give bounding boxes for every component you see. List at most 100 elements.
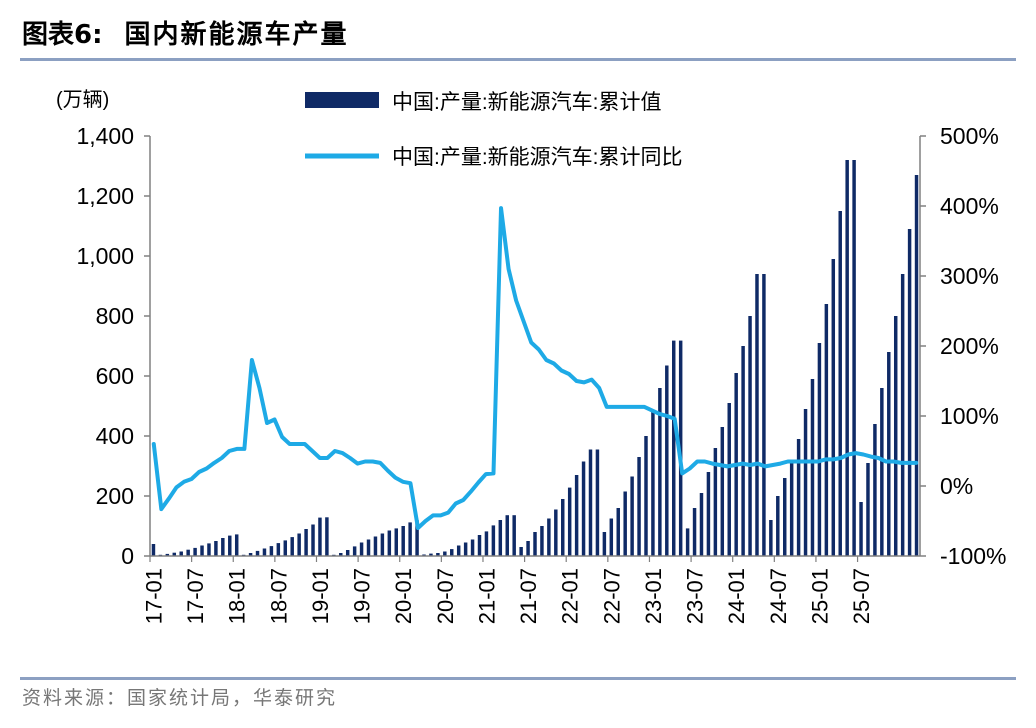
x-tick-label: 24-07 xyxy=(766,568,791,624)
bar xyxy=(796,439,801,556)
bar xyxy=(665,365,669,556)
chart-header: 图表6: 国内新能源车产量 xyxy=(22,12,349,52)
x-tick-label: 18-01 xyxy=(225,568,250,624)
bar xyxy=(318,517,322,556)
x-tick-label: 19-01 xyxy=(308,568,333,624)
bar xyxy=(436,553,440,556)
bar xyxy=(290,537,294,556)
bar xyxy=(602,532,607,556)
bar xyxy=(699,493,704,556)
right-tick-label: 200% xyxy=(940,333,999,359)
bar xyxy=(283,540,288,556)
bar xyxy=(248,553,253,556)
x-tick-label: 17-07 xyxy=(183,568,208,624)
left-tick-label: 600 xyxy=(96,363,134,389)
bar xyxy=(547,518,551,556)
x-tick-label: 23-07 xyxy=(683,568,708,624)
bar xyxy=(616,508,620,556)
bar xyxy=(151,544,156,556)
bar xyxy=(325,517,329,556)
bar xyxy=(741,346,745,556)
left-tick-label: 800 xyxy=(96,303,134,329)
bar xyxy=(595,449,600,556)
bar xyxy=(450,549,454,556)
x-tick-label: 20-01 xyxy=(391,568,416,624)
bar xyxy=(463,542,468,556)
bar xyxy=(824,304,829,556)
bar xyxy=(498,520,503,556)
bar xyxy=(443,551,447,556)
bar xyxy=(505,515,509,556)
x-tick-label: 21-01 xyxy=(474,568,499,624)
right-tick-label: 300% xyxy=(940,263,999,289)
bar xyxy=(845,160,849,556)
left-tick-label: 200 xyxy=(96,483,134,509)
figure-label: 图表6: xyxy=(22,19,103,50)
bar xyxy=(817,343,822,556)
right-tick-label: 400% xyxy=(940,193,999,219)
bar xyxy=(713,448,718,556)
bar xyxy=(776,496,780,556)
bar xyxy=(373,536,378,556)
bar xyxy=(581,461,586,556)
bar xyxy=(859,502,863,556)
bar xyxy=(644,436,648,556)
bar xyxy=(658,388,662,556)
x-tick-label: 24-01 xyxy=(724,568,749,624)
bar xyxy=(574,475,579,556)
bar xyxy=(470,539,475,556)
bar xyxy=(692,508,697,556)
x-tick-label: 21-07 xyxy=(516,568,541,624)
left-tick-label: 1,000 xyxy=(76,243,134,269)
bar xyxy=(727,403,731,556)
bar xyxy=(893,316,898,556)
bar xyxy=(345,550,350,556)
bar xyxy=(803,409,808,556)
x-tick-label: 22-01 xyxy=(558,568,583,624)
x-tick-label: 25-07 xyxy=(849,568,874,624)
bar xyxy=(540,526,544,556)
bar xyxy=(269,546,274,556)
left-tick-label: 1,200 xyxy=(76,183,134,209)
bar xyxy=(262,548,267,556)
bar xyxy=(297,533,301,556)
bar xyxy=(838,211,842,556)
bar xyxy=(200,545,204,556)
legend-bar-label: 中国:产量:新能源汽车:累计值 xyxy=(392,91,662,114)
bar xyxy=(304,529,308,556)
left-tick-label: 400 xyxy=(96,423,134,449)
left-tick-label: 0 xyxy=(121,543,134,569)
bar xyxy=(228,535,232,556)
source-note: 资料来源：国家统计局，华泰研究 xyxy=(22,687,338,709)
yoy-line xyxy=(151,206,919,530)
bar xyxy=(214,541,218,556)
bar xyxy=(789,460,794,556)
bar xyxy=(672,340,676,556)
bar xyxy=(561,499,565,556)
bar xyxy=(852,160,856,556)
bar xyxy=(567,487,572,556)
bar xyxy=(651,410,655,556)
bar xyxy=(873,424,877,556)
bar xyxy=(456,545,461,556)
bar xyxy=(408,522,412,556)
bar xyxy=(179,551,183,556)
bar xyxy=(706,472,711,556)
x-tick-label: 17-01 xyxy=(141,568,166,624)
bar xyxy=(533,532,537,556)
right-tick-label: 100% xyxy=(940,403,999,429)
bar xyxy=(880,388,884,556)
bar xyxy=(186,549,190,556)
bar xyxy=(637,457,641,556)
bottom-divider xyxy=(20,677,1016,680)
bar xyxy=(429,553,433,556)
bar xyxy=(526,541,530,556)
chart-title: 国内新能源车产量 xyxy=(124,19,349,50)
bar xyxy=(234,534,239,556)
bar xyxy=(866,463,870,556)
bar xyxy=(783,478,787,556)
bar xyxy=(519,547,523,556)
bar xyxy=(387,530,392,556)
bar xyxy=(339,553,343,556)
bar xyxy=(588,449,593,556)
